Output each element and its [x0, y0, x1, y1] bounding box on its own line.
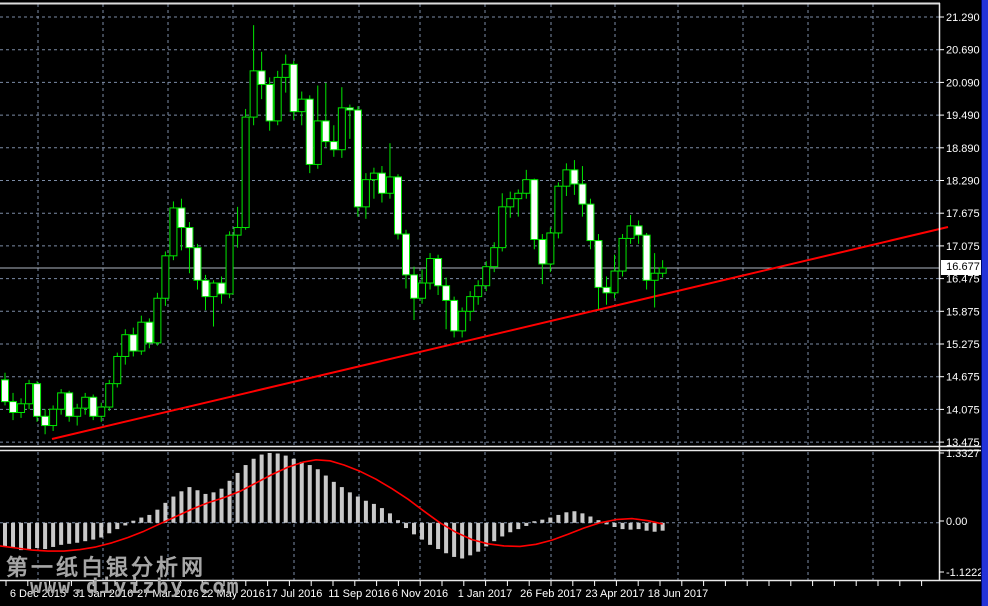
candlestick-series [1, 25, 667, 435]
window-right-edge [981, 0, 988, 606]
svg-text:15.275: 15.275 [946, 339, 980, 351]
svg-text:22 May 2016: 22 May 2016 [201, 588, 265, 600]
svg-text:17.675: 17.675 [946, 208, 980, 220]
svg-text:18.290: 18.290 [946, 176, 980, 188]
svg-text:14.075: 14.075 [946, 404, 980, 416]
current-price-label: 16.677 [941, 260, 985, 275]
svg-text:23 Apr 2017: 23 Apr 2017 [585, 588, 644, 600]
watermark-site-name: 第一纸白银分析网 [6, 556, 207, 581]
svg-text:20.690: 20.690 [946, 45, 980, 57]
svg-text:6 Dec 2015: 6 Dec 2015 [10, 588, 66, 600]
svg-text:18.890: 18.890 [946, 143, 980, 155]
svg-text:16.475: 16.475 [946, 274, 980, 286]
svg-text:27 Mar 2016: 27 Mar 2016 [137, 588, 199, 600]
svg-text:18 Jun 2017: 18 Jun 2017 [648, 588, 709, 600]
svg-text:0.00: 0.00 [946, 516, 967, 528]
svg-text:-1.1222: -1.1222 [946, 567, 983, 579]
svg-text:1.3327: 1.3327 [946, 448, 980, 460]
svg-text:21.290: 21.290 [946, 12, 980, 24]
panel-borders [0, 2, 988, 582]
svg-text:1 Jan 2017: 1 Jan 2017 [458, 588, 512, 600]
svg-text:17.075: 17.075 [946, 241, 980, 253]
time-gridlines [0, 4, 939, 580]
svg-text:31 Jan 2016: 31 Jan 2016 [73, 588, 134, 600]
watermark-site-url: www.diyizby.com [30, 574, 241, 598]
svg-text:19.490: 19.490 [946, 110, 980, 122]
svg-text:11 Sep 2016: 11 Sep 2016 [328, 588, 390, 600]
svg-text:14.675: 14.675 [946, 372, 980, 384]
macd-signal-line [0, 458, 663, 552]
svg-text:17 Jul 2016: 17 Jul 2016 [266, 588, 323, 600]
svg-text:13.475: 13.475 [946, 437, 980, 449]
time-axis[interactable]: 6 Dec 2015 31 Jan 2016 27 Mar 2016 22 May 2… [5, 581, 923, 600]
svg-text:20.090: 20.090 [946, 77, 980, 89]
price-axis[interactable]: 21.290 20.690 20.090 19.490 18.890 18.290 17.6… [939, 12, 983, 579]
macd-histogram [3, 452, 665, 559]
svg-text:6 Nov 2016: 6 Nov 2016 [392, 588, 448, 600]
price-gridlines [0, 16, 939, 443]
svg-text:26 Feb 2017: 26 Feb 2017 [520, 588, 582, 600]
svg-text:15.875: 15.875 [946, 306, 980, 318]
trendline[interactable] [51, 226, 949, 440]
